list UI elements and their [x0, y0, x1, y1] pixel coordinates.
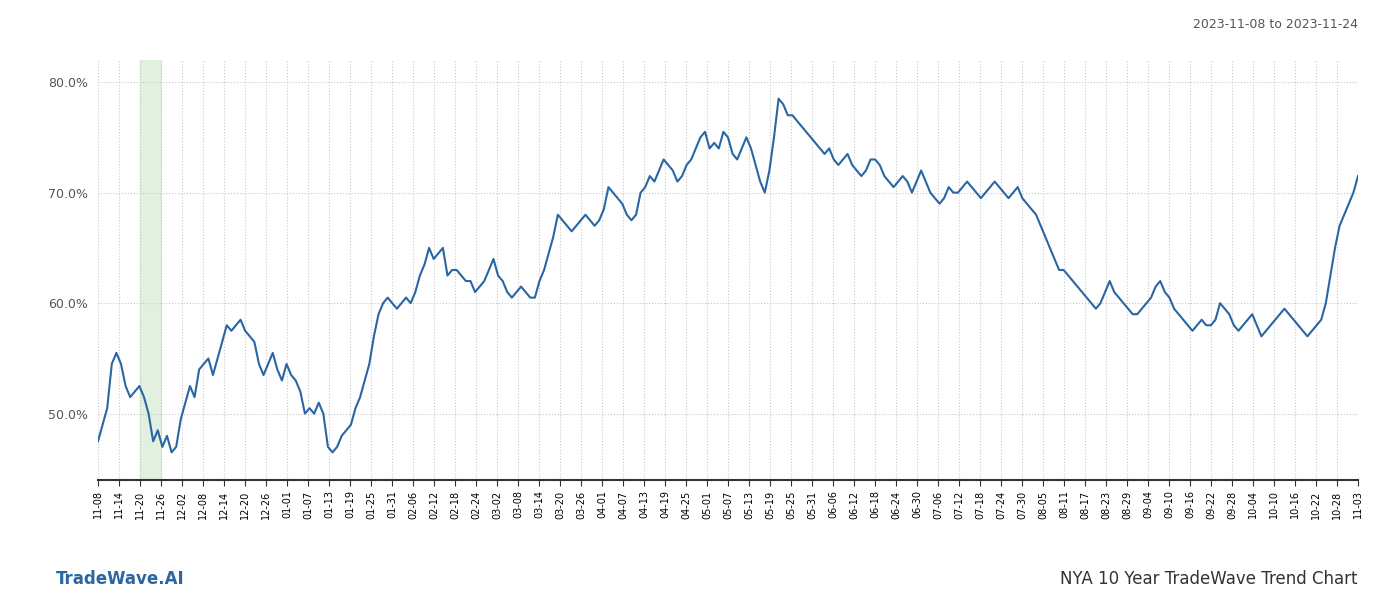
Text: TradeWave.AI: TradeWave.AI	[56, 570, 185, 588]
Bar	[140, 60, 161, 480]
Text: NYA 10 Year TradeWave Trend Chart: NYA 10 Year TradeWave Trend Chart	[1061, 570, 1358, 588]
Text: 2023-11-08 to 2023-11-24: 2023-11-08 to 2023-11-24	[1193, 18, 1358, 31]
